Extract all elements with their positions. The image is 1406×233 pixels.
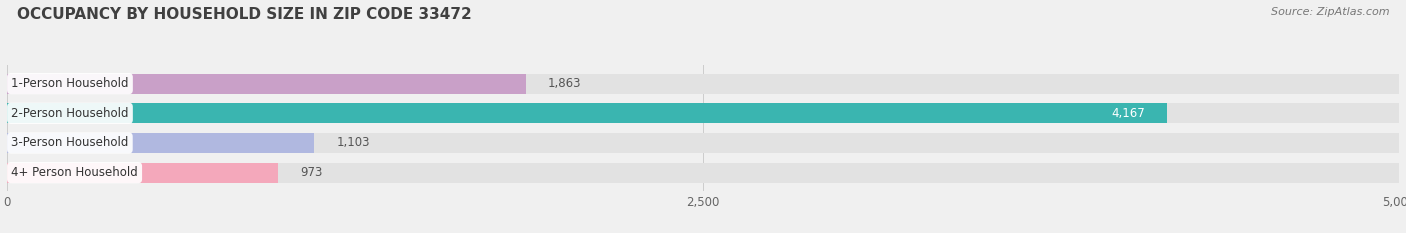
Bar (7, 133, 1399, 153)
Bar (7, 74, 526, 94)
Bar (7, 133, 314, 153)
Text: 4,167: 4,167 (1111, 107, 1144, 120)
Text: 2-Person Household: 2-Person Household (11, 107, 129, 120)
Text: Source: ZipAtlas.com: Source: ZipAtlas.com (1271, 7, 1389, 17)
Bar (7, 103, 1399, 123)
Text: 4+ Person Household: 4+ Person Household (11, 166, 138, 179)
Text: 1-Person Household: 1-Person Household (11, 77, 129, 90)
Bar (7, 163, 1399, 183)
Text: 1,863: 1,863 (548, 77, 582, 90)
Text: OCCUPANCY BY HOUSEHOLD SIZE IN ZIP CODE 33472: OCCUPANCY BY HOUSEHOLD SIZE IN ZIP CODE … (17, 7, 471, 22)
Text: 1,103: 1,103 (336, 137, 370, 150)
Bar (7, 103, 1167, 123)
Text: 3-Person Household: 3-Person Household (11, 137, 128, 150)
Text: 973: 973 (299, 166, 322, 179)
Bar (7, 163, 278, 183)
Bar (7, 74, 1399, 94)
